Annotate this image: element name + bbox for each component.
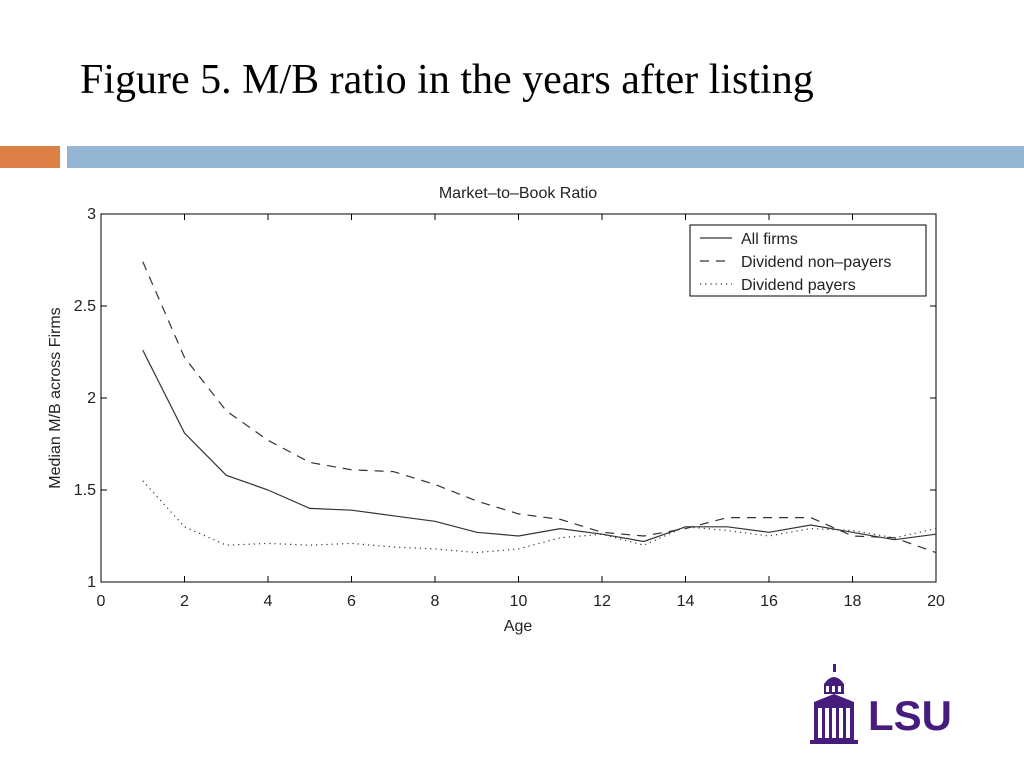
x-tick-label: 4 [264, 593, 273, 610]
university-building-icon [810, 664, 858, 744]
legend-box [689, 224, 927, 297]
y-tick-label: 1.5 [74, 482, 96, 499]
y-tick-label: 2 [87, 390, 96, 407]
x-tick-label: 20 [927, 593, 945, 610]
x-tick-label: 14 [677, 593, 695, 610]
x-axis-label: Age [504, 618, 533, 635]
lsu-logo: LSU [806, 664, 986, 748]
legend: All firms Dividend non–payers Dividend pay… [689, 224, 927, 297]
series-line-2 [142, 261, 937, 554]
accent-bar-blue [67, 146, 1024, 168]
lsu-wordmark: LSU [868, 692, 952, 739]
series-lines [142, 261, 937, 554]
legend-label: All firms [741, 231, 798, 248]
chart-title: Market–to–Book Ratio [439, 185, 597, 202]
axis-ticks: 0 2 4 6 8 10 12 14 16 18 20 1 1.5 2 2.5 3 [74, 206, 945, 610]
accent-bar-orange [0, 146, 60, 168]
x-tick-label: 6 [347, 593, 356, 610]
y-tick-label: 3 [87, 206, 96, 223]
x-tick-label: 8 [431, 593, 440, 610]
legend-label: Dividend non–payers [741, 254, 891, 271]
y-tick-label: 1 [87, 574, 96, 591]
y-tick-label: 2.5 [74, 298, 96, 315]
x-tick-label: 16 [760, 593, 778, 610]
x-tick-label: 12 [593, 593, 611, 610]
x-tick-label: 2 [180, 593, 189, 610]
slide-title: Figure 5. M/B ratio in the years after l… [80, 57, 814, 103]
x-tick-label: 0 [97, 593, 106, 610]
series-line-1 [142, 349, 937, 543]
x-tick-label: 10 [510, 593, 528, 610]
legend-label: Dividend payers [741, 277, 856, 294]
y-axis-label: Median M/B across Firms [47, 307, 64, 488]
series-line-3 [142, 480, 937, 554]
legend-items: All firms Dividend non–payers Dividend pay… [700, 231, 891, 294]
x-tick-label: 18 [844, 593, 862, 610]
